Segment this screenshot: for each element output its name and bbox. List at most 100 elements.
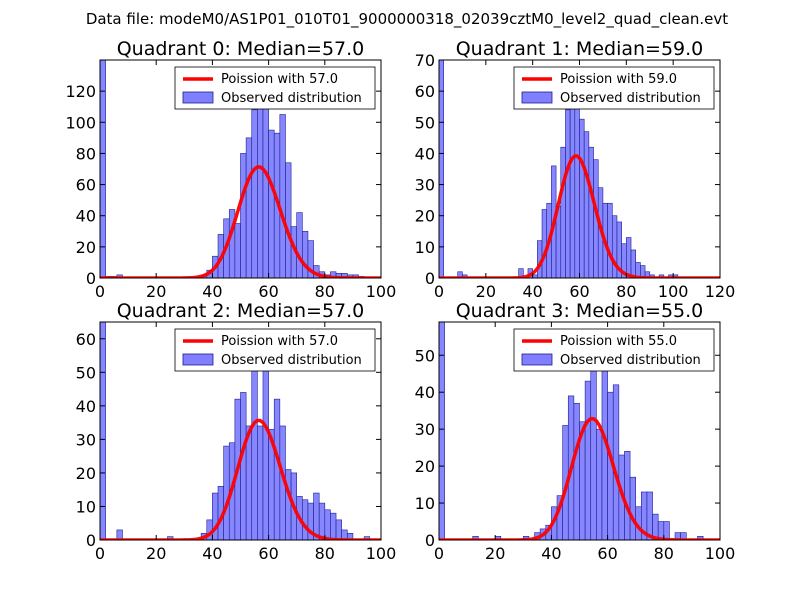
histogram-bar [257, 425, 264, 540]
x-tick-label: 100 [366, 282, 397, 301]
histogram-bar [573, 402, 580, 540]
histogram-bar [307, 240, 314, 278]
histogram-bar [285, 469, 292, 540]
histogram-bar [234, 223, 241, 278]
legend-entry-poisson: Poission with 57.0 [221, 334, 338, 349]
y-tick-label: 20 [76, 238, 96, 257]
x-tick-label: 120 [705, 282, 736, 301]
histogram-bar [697, 536, 704, 540]
legend-bar-swatch [521, 353, 553, 366]
x-tick-label: 0 [434, 282, 444, 301]
axes-frame [99, 321, 382, 541]
x-tick-label: 40 [522, 282, 542, 301]
x-tick-label: 80 [616, 282, 636, 301]
y-tick-label: 70 [415, 51, 435, 70]
y-tick-label: 60 [415, 82, 435, 101]
histogram-bar [596, 428, 603, 540]
x-tick-label: 40 [541, 544, 561, 563]
histogram-bar [607, 202, 613, 278]
histogram-bar [565, 109, 571, 278]
y-tick-label: 50 [415, 113, 435, 132]
histogram-bar [330, 512, 337, 540]
chart-quadrant-1: 0 20 40 60 80 100 120 0 10 20 30 40 50 60 70 Quadrant 1… [415, 38, 736, 301]
y-tick-label: 10 [415, 238, 435, 257]
histogram-bar [279, 114, 286, 278]
x-tick-label: 100 [658, 282, 689, 301]
histogram-bar [579, 118, 585, 278]
x-tick-label: 60 [569, 282, 589, 301]
histogram-bar [100, 322, 106, 540]
y-tick-label: 120 [65, 82, 96, 101]
chart-title: Quadrant 0: Median=57.0 [117, 38, 365, 60]
legend: Poission with 59.0 Observed distribution [513, 66, 715, 110]
histogram-bar [574, 84, 580, 278]
y-tick-label: 0 [86, 531, 96, 550]
histogram-bar [663, 521, 670, 540]
x-tick-label: 20 [476, 282, 496, 301]
y-tick-label: 30 [415, 176, 435, 195]
y-tick-label: 50 [76, 363, 96, 382]
legend: Poission with 57.0 Observed distribution [174, 66, 376, 110]
x-tick-label: 60 [597, 544, 617, 563]
histogram-bar [285, 162, 292, 278]
y-tick-label: 60 [76, 176, 96, 195]
y-tick-label: 30 [76, 430, 96, 449]
y-tick-label: 10 [415, 494, 435, 513]
x-tick-label: 0 [434, 544, 444, 563]
y-tick-label: 40 [76, 207, 96, 226]
x-tick-label: 100 [366, 544, 397, 563]
histogram-bar [240, 392, 247, 540]
x-tick-label: 40 [202, 544, 222, 563]
x-tick-label: 0 [95, 282, 105, 301]
chart-title: Quadrant 3: Median=55.0 [456, 300, 704, 322]
histogram-bar [262, 103, 269, 278]
x-tick-label: 20 [146, 544, 166, 563]
x-tick-label: 20 [146, 282, 166, 301]
chart-quadrant-2: 0 20 40 60 80 100 0 10 20 30 40 50 60 Quadrant 2: Med… [76, 300, 397, 563]
y-tick-label: 80 [76, 144, 96, 163]
histogram-bar [245, 137, 253, 278]
x-tick-label: 100 [705, 544, 736, 563]
histogram-bar [611, 215, 618, 278]
histogram-bar [646, 491, 653, 540]
histogram-bar [626, 237, 632, 278]
y-tick-label: 100 [65, 113, 96, 132]
histogram-bar [273, 398, 281, 540]
y-tick-label: 0 [86, 269, 96, 288]
histogram-bar [630, 249, 636, 278]
y-tick-label: 50 [415, 346, 435, 365]
x-tick-label: 20 [485, 544, 505, 563]
y-tick-label: 40 [76, 397, 96, 416]
figure-title: Data file: modeM0/AS1P01_010T01_90000003… [86, 10, 728, 29]
histogram-bar [268, 129, 275, 278]
histogram-bar [541, 209, 548, 278]
y-tick-label: 20 [76, 464, 96, 483]
histogram-bar [583, 131, 590, 278]
y-tick-label: 60 [76, 330, 96, 349]
legend-bar-swatch [182, 91, 214, 104]
y-tick-label: 10 [76, 497, 96, 516]
legend-bar-swatch [521, 91, 553, 104]
histogram-bar [296, 212, 303, 278]
histogram-bar [100, 60, 106, 278]
chart-title: Quadrant 2: Median=57.0 [117, 300, 365, 322]
y-tick-label: 0 [425, 269, 435, 288]
histogram-bar [240, 153, 247, 278]
y-tick-label: 30 [415, 420, 435, 439]
x-tick-label: 40 [202, 282, 222, 301]
y-tick-label: 0 [425, 531, 435, 550]
histogram-bar [257, 83, 264, 278]
poisson-curve [439, 154, 720, 278]
legend-entry-poisson: Poission with 59.0 [560, 72, 677, 87]
histogram-bar [569, 93, 576, 278]
histogram-bar [223, 445, 230, 540]
histogram-bar [584, 380, 592, 540]
histogram-bar [335, 519, 342, 540]
x-tick-label: 80 [654, 544, 674, 563]
histogram-bar [624, 451, 631, 540]
histogram-bar [560, 146, 566, 278]
histogram-bar [318, 502, 326, 540]
legend-entry-observed: Observed distribution [560, 353, 701, 368]
histogram-bar [251, 109, 258, 278]
legend-entry-poisson: Poission with 57.0 [221, 72, 338, 87]
